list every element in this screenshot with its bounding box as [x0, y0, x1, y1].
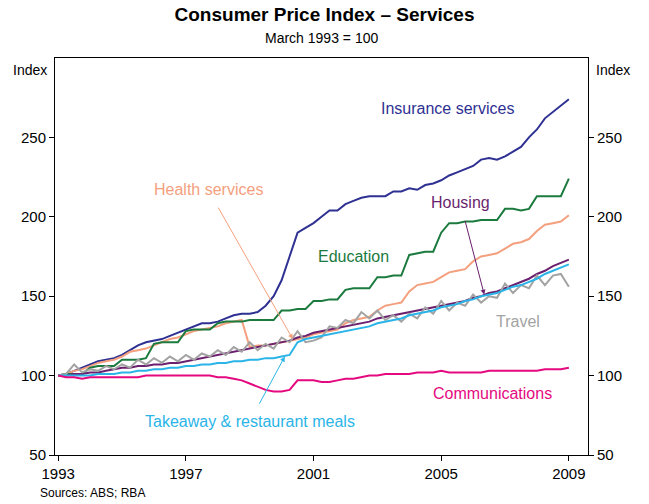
svg-text:200: 200 [597, 208, 622, 225]
svg-text:150: 150 [21, 287, 46, 304]
svg-text:250: 250 [597, 129, 622, 146]
svg-text:2001: 2001 [297, 465, 330, 482]
svg-text:150: 150 [597, 287, 622, 304]
svg-text:Index: Index [13, 62, 47, 78]
svg-text:Sources: ABS; RBA: Sources: ABS; RBA [40, 486, 145, 500]
svg-text:Housing: Housing [431, 194, 490, 211]
svg-text:250: 250 [21, 129, 46, 146]
svg-text:Consumer Price Index – Service: Consumer Price Index – Services [175, 4, 475, 25]
svg-text:Takeaway & restaurant meals: Takeaway & restaurant meals [145, 413, 355, 430]
svg-text:50: 50 [597, 446, 614, 463]
svg-text:50: 50 [29, 446, 46, 463]
svg-text:Health services: Health services [154, 181, 263, 198]
svg-text:1997: 1997 [169, 465, 202, 482]
svg-text:Index: Index [596, 62, 630, 78]
svg-text:March 1993 = 100: March 1993 = 100 [265, 30, 378, 46]
svg-text:Education: Education [318, 248, 389, 265]
svg-text:2005: 2005 [425, 465, 458, 482]
svg-text:100: 100 [21, 367, 46, 384]
svg-text:200: 200 [21, 208, 46, 225]
svg-text:Communications: Communications [433, 385, 552, 402]
svg-text:Insurance services: Insurance services [381, 100, 514, 117]
svg-text:Travel: Travel [496, 313, 540, 330]
svg-text:1993: 1993 [42, 465, 75, 482]
svg-text:100: 100 [597, 367, 622, 384]
svg-text:2009: 2009 [552, 465, 585, 482]
